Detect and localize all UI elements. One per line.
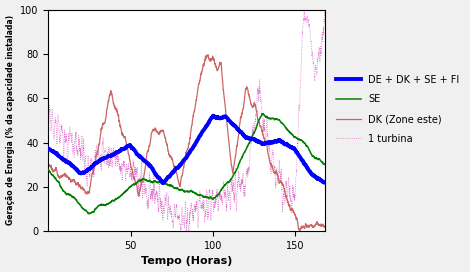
Legend: DE + DK + SE + FI, SE, DK (Zone este), 1 turbina: DE + DK + SE + FI, SE, DK (Zone este), 1… [332, 71, 463, 148]
Y-axis label: Geração de Energia (% da capacidade instalada): Geração de Energia (% da capacidade inst… [6, 15, 15, 225]
X-axis label: Tempo (Horas): Tempo (Horas) [141, 256, 232, 267]
